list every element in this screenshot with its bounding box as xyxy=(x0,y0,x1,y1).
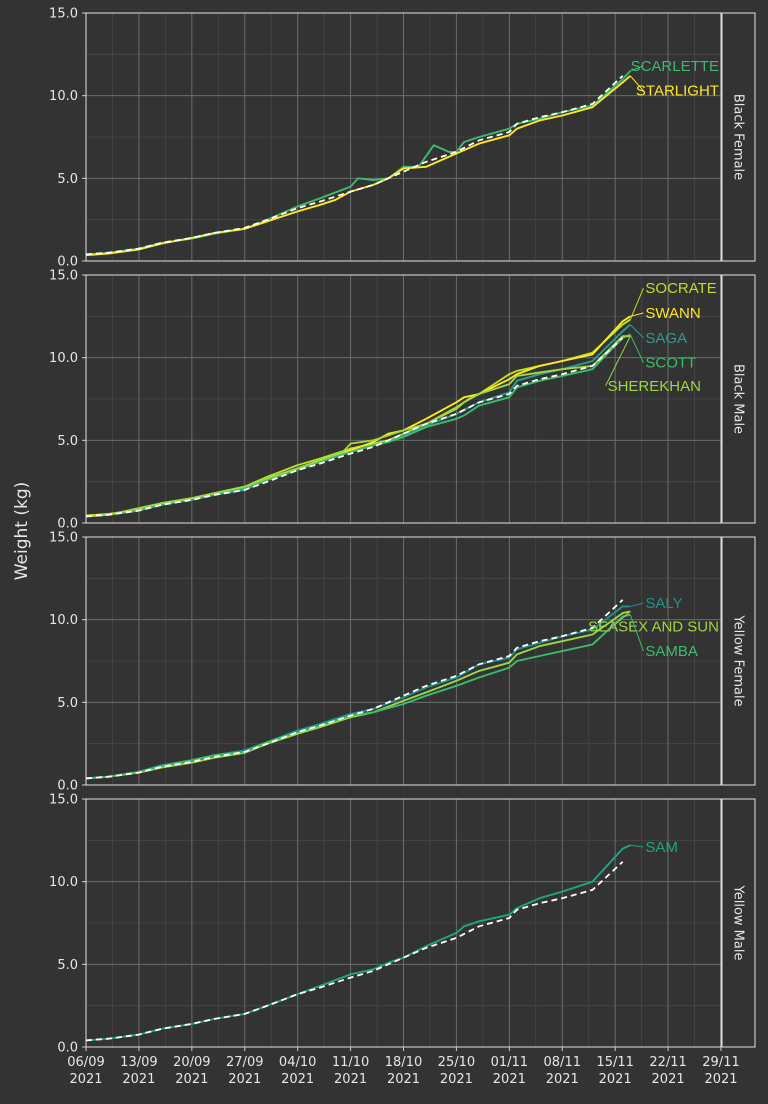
y-tick-label: 5.0 xyxy=(57,172,78,187)
panel-border xyxy=(85,274,722,524)
facet-strip-label: Black Male xyxy=(731,364,746,434)
x-tick-label-year: 2021 xyxy=(704,1072,737,1087)
y-tick-label: 10.0 xyxy=(49,613,78,628)
x-tick-label: 08/11 xyxy=(544,1055,581,1070)
x-tick-label: 27/09 xyxy=(226,1055,263,1070)
label-leader-line xyxy=(630,65,644,72)
y-tick-label: 0.0 xyxy=(57,255,78,270)
x-tick-label-year: 2021 xyxy=(440,1072,473,1087)
y-tick-label: 0.0 xyxy=(57,1041,78,1056)
label-leader-line xyxy=(630,602,644,607)
facet-strip-label: Yellow Female xyxy=(731,614,746,706)
x-tick-label: 13/09 xyxy=(120,1055,157,1070)
label-leader-line xyxy=(612,611,631,627)
series-label: SALY xyxy=(645,595,682,612)
panel-yellow-male: 0.0 5.0 10.0 15.0 Yellow Male SAM 06/09 2021 13/… xyxy=(49,793,756,1087)
x-tick-label-year: 2021 xyxy=(281,1072,314,1087)
x-tick-label: 01/11 xyxy=(491,1055,528,1070)
facet-strip xyxy=(721,798,756,1048)
y-tick-label: 5.0 xyxy=(57,958,78,973)
x-tick-label: 11/10 xyxy=(332,1055,369,1070)
y-tick-label: 15.0 xyxy=(49,7,78,22)
label-leader-line xyxy=(629,75,644,92)
label-leader-line xyxy=(629,324,644,339)
y-tick-label: 15.0 xyxy=(49,269,78,284)
label-leader-line xyxy=(629,288,644,320)
series-label: SOCRATE xyxy=(645,280,716,297)
panel-yellow-female: 0.0 5.0 10.0 15.0 Yellow Female SALY SEASEX AN… xyxy=(49,531,756,794)
panel-black-female: 0.0 5.0 10.0 15.0 Black Female SCARLETTE STARL… xyxy=(49,7,756,270)
x-tick-label-year: 2021 xyxy=(599,1072,632,1087)
series-line-sam xyxy=(85,844,631,1042)
facet-strip-label: Black Female xyxy=(731,94,746,180)
facet-strip xyxy=(721,12,756,262)
reference-line xyxy=(85,337,624,518)
y-tick-label: 5.0 xyxy=(57,434,78,449)
panel-border xyxy=(85,536,722,786)
x-tick-label: 22/11 xyxy=(649,1055,686,1070)
y-tick-label: 5.0 xyxy=(57,696,78,711)
reference-line xyxy=(85,75,624,256)
series-label: SAM xyxy=(645,839,678,856)
y-tick-label: 0.0 xyxy=(57,517,78,532)
x-tick-label-year: 2021 xyxy=(387,1072,420,1087)
series-label: SCOTT xyxy=(645,355,696,372)
series-label: SEASEX AND SUN xyxy=(588,618,719,635)
x-tick-label-year: 2021 xyxy=(334,1072,367,1087)
series-label: STARLIGHT xyxy=(636,83,719,100)
x-tick-label: 25/10 xyxy=(438,1055,475,1070)
label-leader-line xyxy=(629,334,644,363)
label-leader-line xyxy=(630,844,644,848)
reference-line xyxy=(85,599,624,780)
x-tick-label: 18/10 xyxy=(385,1055,422,1070)
y-axis-title: Weight (kg) xyxy=(12,482,32,581)
x-tick-label-year: 2021 xyxy=(175,1072,208,1087)
series-label: SCARLETTE xyxy=(631,58,719,75)
series-line-sherekhan xyxy=(85,335,631,518)
x-tick-label-year: 2021 xyxy=(546,1072,579,1087)
x-tick-label: 20/09 xyxy=(173,1055,210,1070)
y-tick-label: 10.0 xyxy=(49,875,78,890)
series-label: SAMBA xyxy=(645,643,698,660)
x-tick-label: 29/11 xyxy=(702,1055,739,1070)
series-line-samba xyxy=(85,613,631,780)
x-tick-label: 04/10 xyxy=(279,1055,316,1070)
series-label: SWANN xyxy=(645,305,700,322)
label-leader-line xyxy=(605,335,631,386)
panel-border xyxy=(85,12,722,262)
x-tick-label: 15/11 xyxy=(596,1055,633,1070)
x-tick-label-year: 2021 xyxy=(228,1072,261,1087)
series-label: SAGA xyxy=(645,330,687,347)
label-leader-line xyxy=(630,312,644,317)
label-leader-line xyxy=(629,614,644,652)
facet-strip-label: Yellow Male xyxy=(731,885,746,961)
y-tick-label: 15.0 xyxy=(49,531,78,546)
series-label: SHEREKHAN xyxy=(608,378,701,395)
x-tick-label: 06/09 xyxy=(67,1055,104,1070)
y-tick-label: 0.0 xyxy=(57,779,78,794)
y-tick-label: 10.0 xyxy=(49,351,78,366)
x-tick-label-year: 2021 xyxy=(69,1072,102,1087)
y-tick-label: 15.0 xyxy=(49,793,78,808)
reference-line xyxy=(85,861,624,1042)
panel-black-male: 0.0 5.0 10.0 15.0 Black Male SOCRATE SWANN SAGA… xyxy=(49,269,756,532)
facet-strip xyxy=(721,536,756,786)
facet-strip xyxy=(721,274,756,524)
y-tick-label: 10.0 xyxy=(49,89,78,104)
x-tick-label-year: 2021 xyxy=(493,1072,526,1087)
x-tick-label-year: 2021 xyxy=(122,1072,155,1087)
x-tick-label-year: 2021 xyxy=(652,1072,685,1087)
